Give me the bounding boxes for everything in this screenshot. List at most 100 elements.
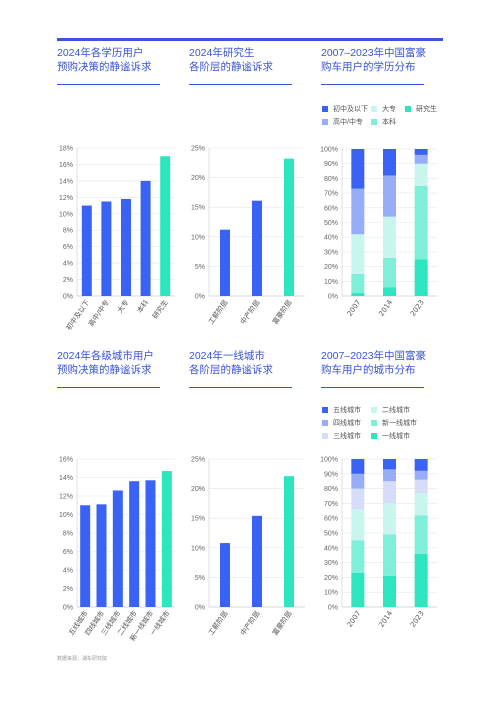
y-tick-label: 0% <box>328 294 338 301</box>
chart-1-title: 2024年各学历用户 预购决策的静谧诉求 <box>57 47 152 73</box>
stacked-bar-segment <box>383 469 396 482</box>
stacked-bar-segment <box>383 175 396 217</box>
stacked-bar-segment <box>383 149 396 176</box>
stacked-bar-segment <box>383 459 396 470</box>
y-tick-label: 10% <box>59 512 73 519</box>
y-tick-label: 50% <box>324 220 338 227</box>
y-tick-label: 10% <box>191 234 205 241</box>
y-tick-label: 60% <box>324 205 338 212</box>
legend-swatch <box>371 119 377 125</box>
y-tick-label: 70% <box>324 501 338 508</box>
bar <box>80 505 91 607</box>
bar <box>284 476 294 607</box>
y-tick-label: 14% <box>59 475 73 482</box>
y-tick-label: 90% <box>324 471 338 478</box>
y-tick-label: 2% <box>63 586 73 593</box>
stacked-bar-segment <box>351 273 365 294</box>
legend-label: 五线城市 <box>333 407 361 414</box>
x-tick-label: 本科 <box>135 298 150 315</box>
y-tick-label: 0% <box>328 605 338 612</box>
bar <box>220 543 230 607</box>
y-tick-label: 10% <box>324 590 338 597</box>
stacked-bar-segment <box>351 149 365 189</box>
chart-5-title: 2024年一线城市 各阶层的静谧诉求 <box>189 350 273 376</box>
stacked-bar-segment <box>351 473 365 489</box>
y-tick-label: 25% <box>191 457 205 464</box>
y-tick-label: 6% <box>63 549 73 556</box>
bar <box>252 200 262 296</box>
chart-5-title-underline <box>189 387 292 388</box>
stacked-bar-segment <box>414 553 428 607</box>
legend-swatch <box>322 106 328 112</box>
chart-2-title: 2024年研究生 各阶层的静谧诉求 <box>189 47 273 73</box>
chart-4-title-underline <box>57 387 160 388</box>
top-accent-bar <box>57 38 443 41</box>
x-tick-label: 研究生 <box>150 298 169 320</box>
legend-item: 新一线城市 <box>371 418 417 428</box>
stacked-bar-segment <box>351 572 365 607</box>
y-tick-label: 5% <box>195 575 205 582</box>
y-tick-label: 0% <box>63 605 73 612</box>
x-tick-label: 工薪阶层 <box>206 298 229 326</box>
bar <box>160 156 171 296</box>
legend-label: 二线城市 <box>382 407 410 414</box>
legend-item: 研究生 <box>405 104 437 114</box>
stacked-bar-segment <box>351 234 365 274</box>
legend-label: 本科 <box>382 119 396 126</box>
stacked-bar-segment <box>383 503 396 535</box>
stacked-bar-segment <box>414 149 428 155</box>
x-tick-label: 2014 <box>377 609 394 629</box>
y-tick-label: 50% <box>324 531 338 538</box>
legend-item: 二线城市 <box>371 405 410 415</box>
legend-label: 大专 <box>382 106 396 113</box>
stacked-bar-segment <box>414 259 428 296</box>
bar <box>252 515 262 607</box>
y-tick-label: 20% <box>324 264 338 271</box>
chart-4-title: 2024年各级城市用户 预购决策的静谧诉求 <box>57 350 154 376</box>
chart-2-title-underline <box>189 84 292 85</box>
x-tick-label: 中产阶层 <box>238 298 261 326</box>
x-tick-label: 2007 <box>346 299 363 318</box>
x-tick-label: 富豪阶层 <box>270 609 293 637</box>
y-tick-label: 30% <box>324 249 338 256</box>
bar <box>284 158 294 296</box>
x-tick-label: 中产阶层 <box>238 609 261 637</box>
chart-6-title-underline <box>321 387 424 388</box>
y-tick-label: 15% <box>191 205 205 212</box>
stacked-bar-segment <box>351 488 365 510</box>
bar <box>121 198 131 296</box>
legend-swatch <box>322 119 328 125</box>
legend-item: 三线城市 <box>322 431 361 441</box>
y-tick-label: 15% <box>191 516 205 523</box>
y-tick-label: 14% <box>59 178 73 185</box>
x-tick-label: 2014 <box>377 298 394 318</box>
legend-item: 本科 <box>371 117 396 127</box>
legend-item: 四线城市 <box>322 418 361 428</box>
legend-swatch <box>371 433 377 439</box>
stacked-bar-segment <box>414 479 428 494</box>
stacked-bar-segment <box>383 287 396 296</box>
stacked-bar-segment <box>414 493 428 516</box>
y-tick-label: 12% <box>59 494 73 501</box>
y-tick-label: 18% <box>59 146 73 153</box>
bar <box>129 481 140 607</box>
y-tick-label: 20% <box>191 486 205 493</box>
legend-label: 高中/中专 <box>333 119 363 126</box>
bar <box>96 504 107 607</box>
y-tick-label: 100% <box>320 147 338 154</box>
y-tick-label: 12% <box>59 195 73 202</box>
y-tick-label: 8% <box>63 531 73 538</box>
legend-swatch <box>371 407 377 413</box>
x-tick-label: 2023 <box>409 299 426 318</box>
legend-item: 初中及以下 <box>322 104 368 114</box>
y-tick-label: 4% <box>63 261 73 268</box>
y-tick-label: 90% <box>324 161 338 168</box>
y-tick-label: 20% <box>191 175 205 182</box>
stacked-bar-segment <box>351 540 365 573</box>
bar <box>140 180 151 296</box>
stacked-bar-segment <box>351 293 365 296</box>
chart-6-title: 2007–2023年中国富豪 购车用户的城市分布 <box>321 350 427 376</box>
x-tick-label: 2007 <box>346 610 363 629</box>
y-tick-label: 8% <box>63 228 73 235</box>
